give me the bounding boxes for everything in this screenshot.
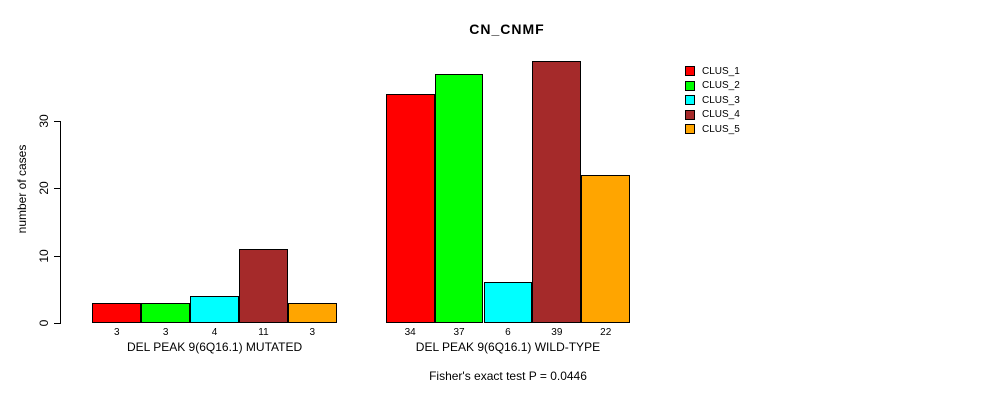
bar-clus_1-mutated [92, 302, 142, 323]
legend-swatch-clus_1 [685, 66, 695, 77]
bar-clus_2-wild-type [434, 74, 484, 323]
bar-clus_4-mutated [239, 248, 288, 323]
y-axis-label: number of cases [15, 144, 29, 234]
y-tick-label: 0 [37, 319, 51, 327]
bar-clus_3-mutated [190, 295, 239, 323]
y-axis-tick [54, 322, 61, 324]
bar-value-label: 22 [600, 327, 612, 339]
legend-label: CLUS_4 [702, 109, 740, 121]
legend-swatch-clus_3 [685, 95, 695, 106]
chart-title: CN_CNMF [469, 21, 545, 37]
bar-clus_1-wild-type [385, 94, 435, 323]
bar-value-label: 39 [551, 327, 563, 339]
legend-label: CLUS_2 [702, 80, 740, 92]
legend-label: CLUS_3 [702, 94, 740, 106]
bar-value-label: 3 [113, 327, 120, 339]
bar-value-label: 34 [404, 327, 416, 339]
bar-value-label: 11 [258, 327, 269, 339]
y-tick-label: 20 [37, 181, 51, 195]
bar-value-label: 4 [211, 327, 218, 339]
legend-swatch-clus_2 [685, 80, 695, 91]
bar-clus_4-wild-type [532, 60, 582, 323]
legend-item: CLUS_4 [685, 108, 740, 123]
bar-value-label: 3 [309, 327, 316, 339]
bar-clus_5-wild-type [581, 174, 631, 323]
category-label: DEL PEAK 9(6Q16.1) WILD-TYPE [415, 340, 601, 354]
y-tick-label: 10 [37, 248, 51, 263]
y-axis-line [60, 121, 61, 323]
legend-item: CLUS_2 [685, 79, 740, 94]
fisher-test-annotation: Fisher's exact test P = 0.0446 [429, 369, 587, 383]
y-axis-tick [54, 255, 61, 257]
bar-value-label: 37 [453, 327, 465, 339]
legend-item: CLUS_3 [685, 93, 740, 108]
legend-swatch-clus_5 [685, 124, 695, 135]
bar-value-label: 3 [162, 327, 169, 339]
bar-clus_5-mutated [287, 302, 337, 323]
legend-item: CLUS_1 [685, 64, 740, 79]
legend-label: CLUS_1 [702, 65, 740, 77]
legend-swatch-clus_4 [685, 109, 695, 120]
legend: CLUS_1 CLUS_2 CLUS_3 CLUS_4 CLUS_5 [685, 64, 740, 137]
bar-clus_2-mutated [141, 302, 191, 323]
y-tick-label: 30 [37, 114, 51, 128]
y-axis-tick [54, 121, 61, 123]
legend-item: CLUS_5 [685, 122, 740, 137]
bar-value-label: 6 [505, 327, 511, 339]
category-label: DEL PEAK 9(6Q16.1) MUTATED [126, 340, 303, 354]
y-axis-tick [54, 188, 61, 190]
legend-label: CLUS_5 [702, 123, 740, 135]
bar-clus_3-wild-type [483, 282, 533, 323]
